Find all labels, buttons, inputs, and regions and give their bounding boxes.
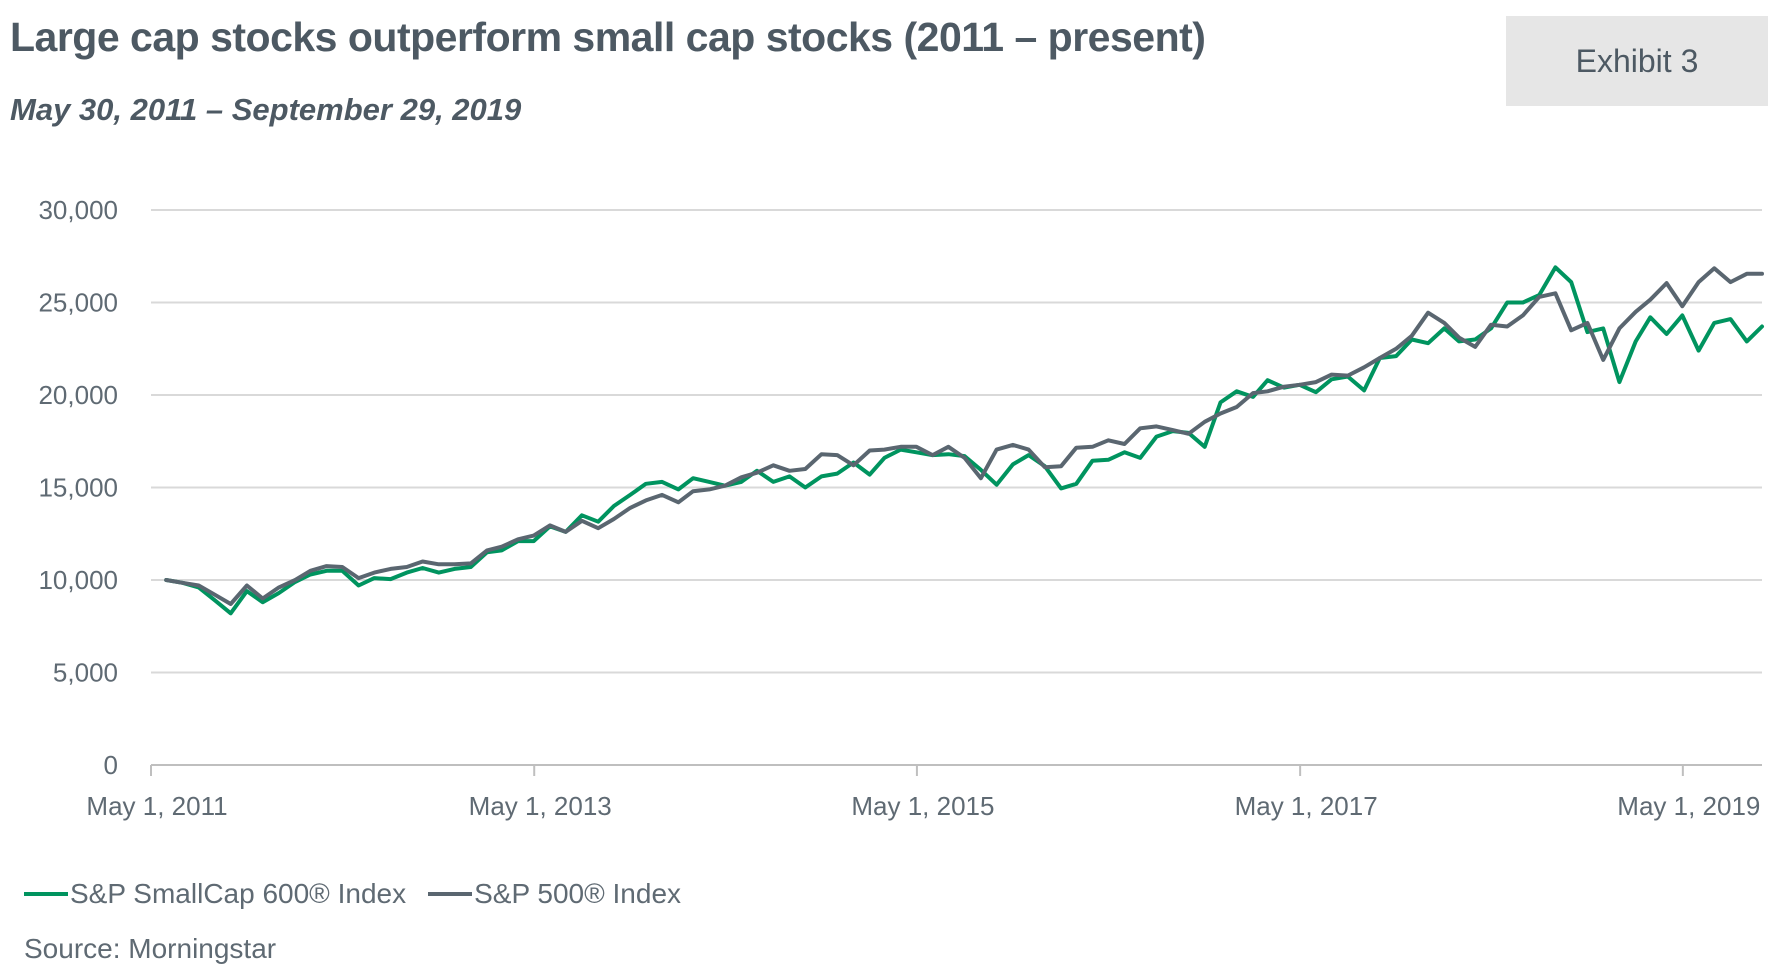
chart-title: Large cap stocks outperform small cap st… [10, 14, 1206, 60]
legend-swatch-smallcap [24, 892, 68, 896]
x-tick-label: May 1, 2015 [851, 791, 994, 821]
exhibit-badge: Exhibit 3 [1506, 16, 1768, 106]
series-line-smallcap [164, 265, 1764, 616]
y-tick-label: 30,000 [38, 195, 118, 225]
legend-label-sp500: S&P 500® Index [474, 878, 682, 909]
y-tick-label: 25,000 [38, 288, 118, 318]
source-note: Source: Morningstar [24, 933, 277, 964]
y-axis: 0 5,000 10,000 15,000 20,000 25,000 30,000 [38, 195, 118, 780]
x-tick-label: May 1, 2017 [1235, 791, 1378, 821]
y-tick-label: 15,000 [38, 473, 118, 503]
x-tick-label: May 1, 2019 [1617, 791, 1760, 821]
legend: S&P SmallCap 600® Index S&P 500® Index [24, 878, 703, 910]
legend-item-sp500: S&P 500® Index [428, 878, 681, 910]
y-tick-label: 10,000 [38, 565, 118, 595]
y-tick-label: 20,000 [38, 380, 118, 410]
x-axis: May 1, 2011 May 1, 2013 May 1, 2015 May 1, … [86, 764, 1762, 821]
legend-item-smallcap: S&P SmallCap 600® Index [24, 878, 406, 910]
gridlines [151, 209, 1762, 674]
x-tick-label: May 1, 2011 [86, 791, 227, 821]
x-tick-label: May 1, 2013 [469, 791, 612, 821]
y-tick-label: 5,000 [53, 658, 118, 688]
y-tick-label: 0 [104, 750, 118, 780]
legend-swatch-sp500 [428, 892, 473, 896]
legend-label-smallcap: S&P SmallCap 600® Index [70, 878, 407, 909]
series-line-sp500 [164, 266, 1764, 606]
chart-subtitle: May 30, 2011 – September 29, 2019 [10, 92, 522, 127]
line-chart: 0 5,000 10,000 15,000 20,000 25,000 30,000 May… [38, 195, 1764, 821]
series-lines [164, 265, 1764, 616]
